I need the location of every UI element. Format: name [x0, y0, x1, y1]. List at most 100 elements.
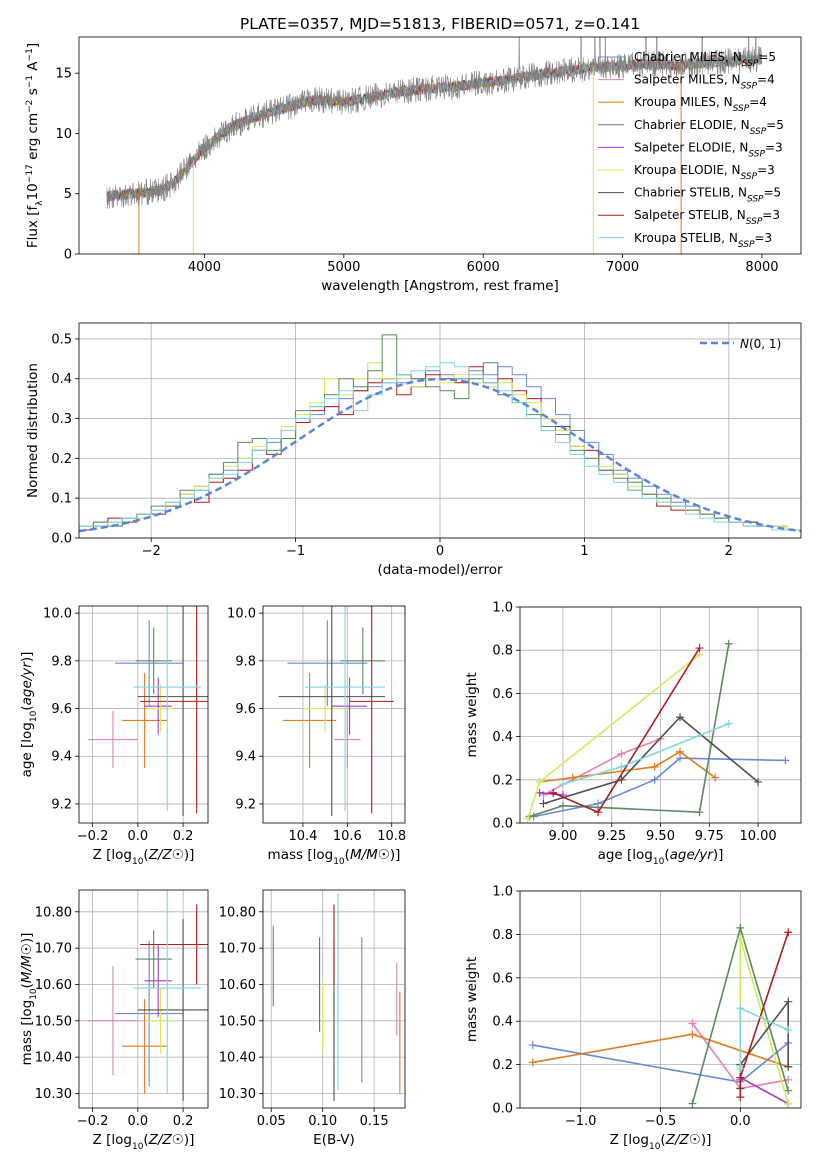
label-part: )	[19, 657, 35, 662]
y-tick-label: 10.60	[219, 978, 256, 993]
panel-age_vs_mass: 10.4 10.6 10.8 9.2 9.4 9.6 9.8 10.0 mass [log10(…	[227, 605, 406, 867]
label-part: Z/Z☉	[148, 847, 184, 863]
legend-label: Salpeter ELODIE, NSSP=3	[634, 140, 783, 159]
y-tick-label: 10.50	[219, 1014, 256, 1029]
panel-age_vs_Z: −0.2 0.0 0.29.29.49.69.810.0Z [log10(Z/Z☉)…	[19, 605, 209, 867]
label-part: M/M☉	[19, 943, 35, 983]
label-part: s	[25, 88, 41, 99]
label-part: Z/Z☉	[665, 1132, 701, 1148]
marker-plus	[688, 1019, 697, 1028]
legend-label: Kroupa MILES, NSSP=4	[634, 95, 767, 114]
label-part: wavelength [Angstrom, rest frame]	[321, 278, 559, 294]
observed-spectrum-line	[106, 37, 762, 209]
y-tick-label: 0.3	[51, 412, 72, 427]
mass-weight-line	[543, 716, 759, 805]
label-part: log	[313, 847, 334, 863]
axes-frame	[519, 606, 802, 824]
label-part: =5	[758, 50, 776, 64]
y-tick-label: 9.2	[51, 797, 72, 812]
label-part: log	[628, 1132, 649, 1148]
label-part: (	[143, 1132, 148, 1148]
legend-label: Chabrier ELODIE, NSSP=5	[634, 118, 784, 137]
label-part: =3	[762, 208, 780, 222]
legend-label: Chabrier STELIB, NSSP=5	[634, 186, 781, 205]
marker-plus	[784, 1099, 793, 1108]
marker-plus	[784, 1025, 793, 1034]
axes-frame	[262, 889, 406, 1109]
label-part: )	[713, 847, 718, 863]
label-part: SSP	[741, 172, 758, 182]
y-tick-label: 0.0	[492, 817, 513, 832]
y-tick-label: 1.0	[492, 885, 513, 900]
y-axis-label: mass weight	[464, 672, 480, 757]
label-part: =5	[764, 186, 782, 200]
marker-plus	[736, 1073, 745, 1082]
x-axis-label: E(B-V)	[313, 1132, 355, 1148]
plot-area	[88, 606, 208, 816]
marker-plus	[784, 1086, 793, 1095]
label-part: 10	[29, 988, 39, 1000]
marker-plus	[736, 1093, 745, 1102]
x-tick-label: 0.05	[257, 1114, 286, 1129]
label-part: λ	[35, 200, 45, 206]
x-tick-label: 10.4	[288, 829, 317, 844]
y-tick-label: 10.30	[219, 1087, 256, 1102]
marker-plus	[711, 773, 720, 782]
label-part: Flux [f	[25, 204, 41, 248]
label-part: Kroupa ELODIE, N	[634, 163, 741, 177]
marker-plus	[523, 814, 532, 823]
plot-area	[528, 923, 793, 1108]
y-tick-label: 0.0	[492, 1102, 513, 1117]
legend-label: N(0, 1)	[740, 337, 781, 351]
label-part: SSP	[748, 149, 765, 159]
x-tick-label: 0.0	[127, 1114, 148, 1129]
label-part: ]	[706, 1132, 711, 1148]
grid	[79, 890, 208, 1108]
label-part: 10	[25, 183, 41, 200]
label-part: Chabrier STELIB, N	[634, 186, 747, 200]
x-tick-label: 4000	[188, 260, 221, 275]
marker-plus	[736, 1064, 745, 1073]
marker-plus	[528, 1041, 537, 1050]
axes-frame	[78, 36, 802, 255]
label-part: (0, 1)	[749, 337, 781, 351]
label-part: Chabrier ELODIE, N	[634, 118, 750, 132]
y-tick-label: 9.6	[51, 702, 72, 717]
marker-plus	[736, 934, 745, 943]
y-tick-label: 0.4	[51, 372, 72, 387]
y-tick-label: 0.0	[51, 532, 72, 547]
label-part: log	[19, 1000, 35, 1021]
x-tick-label: 0.15	[360, 1114, 389, 1129]
y-tick-label: 5	[64, 187, 72, 202]
x-tick-label: 0.0	[730, 1114, 751, 1129]
marker-plus	[539, 799, 548, 808]
y-tick-label: 10.0	[43, 607, 72, 622]
marker-plus	[549, 788, 558, 797]
label-part: ]	[395, 847, 400, 863]
marker-plus	[781, 756, 790, 765]
mass-weight-line	[539, 750, 716, 783]
y-tick-label: 0.2	[492, 773, 513, 788]
marker-plus	[535, 777, 544, 786]
label-part: Kroupa MILES, N	[634, 95, 733, 109]
normal-reference-curve	[79, 377, 801, 533]
panel-mass_vs_EBV: 0.05 0.10 0.15 10.30 10.40 10.50 10.60 10.70 10.…	[219, 889, 406, 1148]
y-axis-label: mass weight	[464, 957, 480, 1042]
label-part: A	[25, 61, 41, 75]
panel-spectrum: 4000 5000 6000 7000 8000 0 5 10 15 wavelength [An…	[25, 36, 802, 294]
marker-plus	[528, 1058, 537, 1067]
plot-area	[523, 639, 790, 823]
y-tick-label: 10	[55, 127, 72, 142]
label-part: age/yr	[670, 847, 715, 863]
x-tick-label: 10.00	[739, 829, 776, 844]
x-axis-label: Z [log10(Z/Z☉)]	[93, 1132, 195, 1152]
y-tick-label: 15	[55, 67, 72, 82]
plot-area	[272, 893, 401, 1101]
label-part: )	[701, 1132, 706, 1148]
x-axis-label: Z [log10(Z/Z☉)]	[610, 1132, 712, 1152]
grid	[520, 606, 801, 824]
marker-plus	[650, 762, 659, 771]
x-axis-label: age [log10(age/yr)]	[598, 847, 724, 867]
label-part: log	[111, 1132, 132, 1148]
